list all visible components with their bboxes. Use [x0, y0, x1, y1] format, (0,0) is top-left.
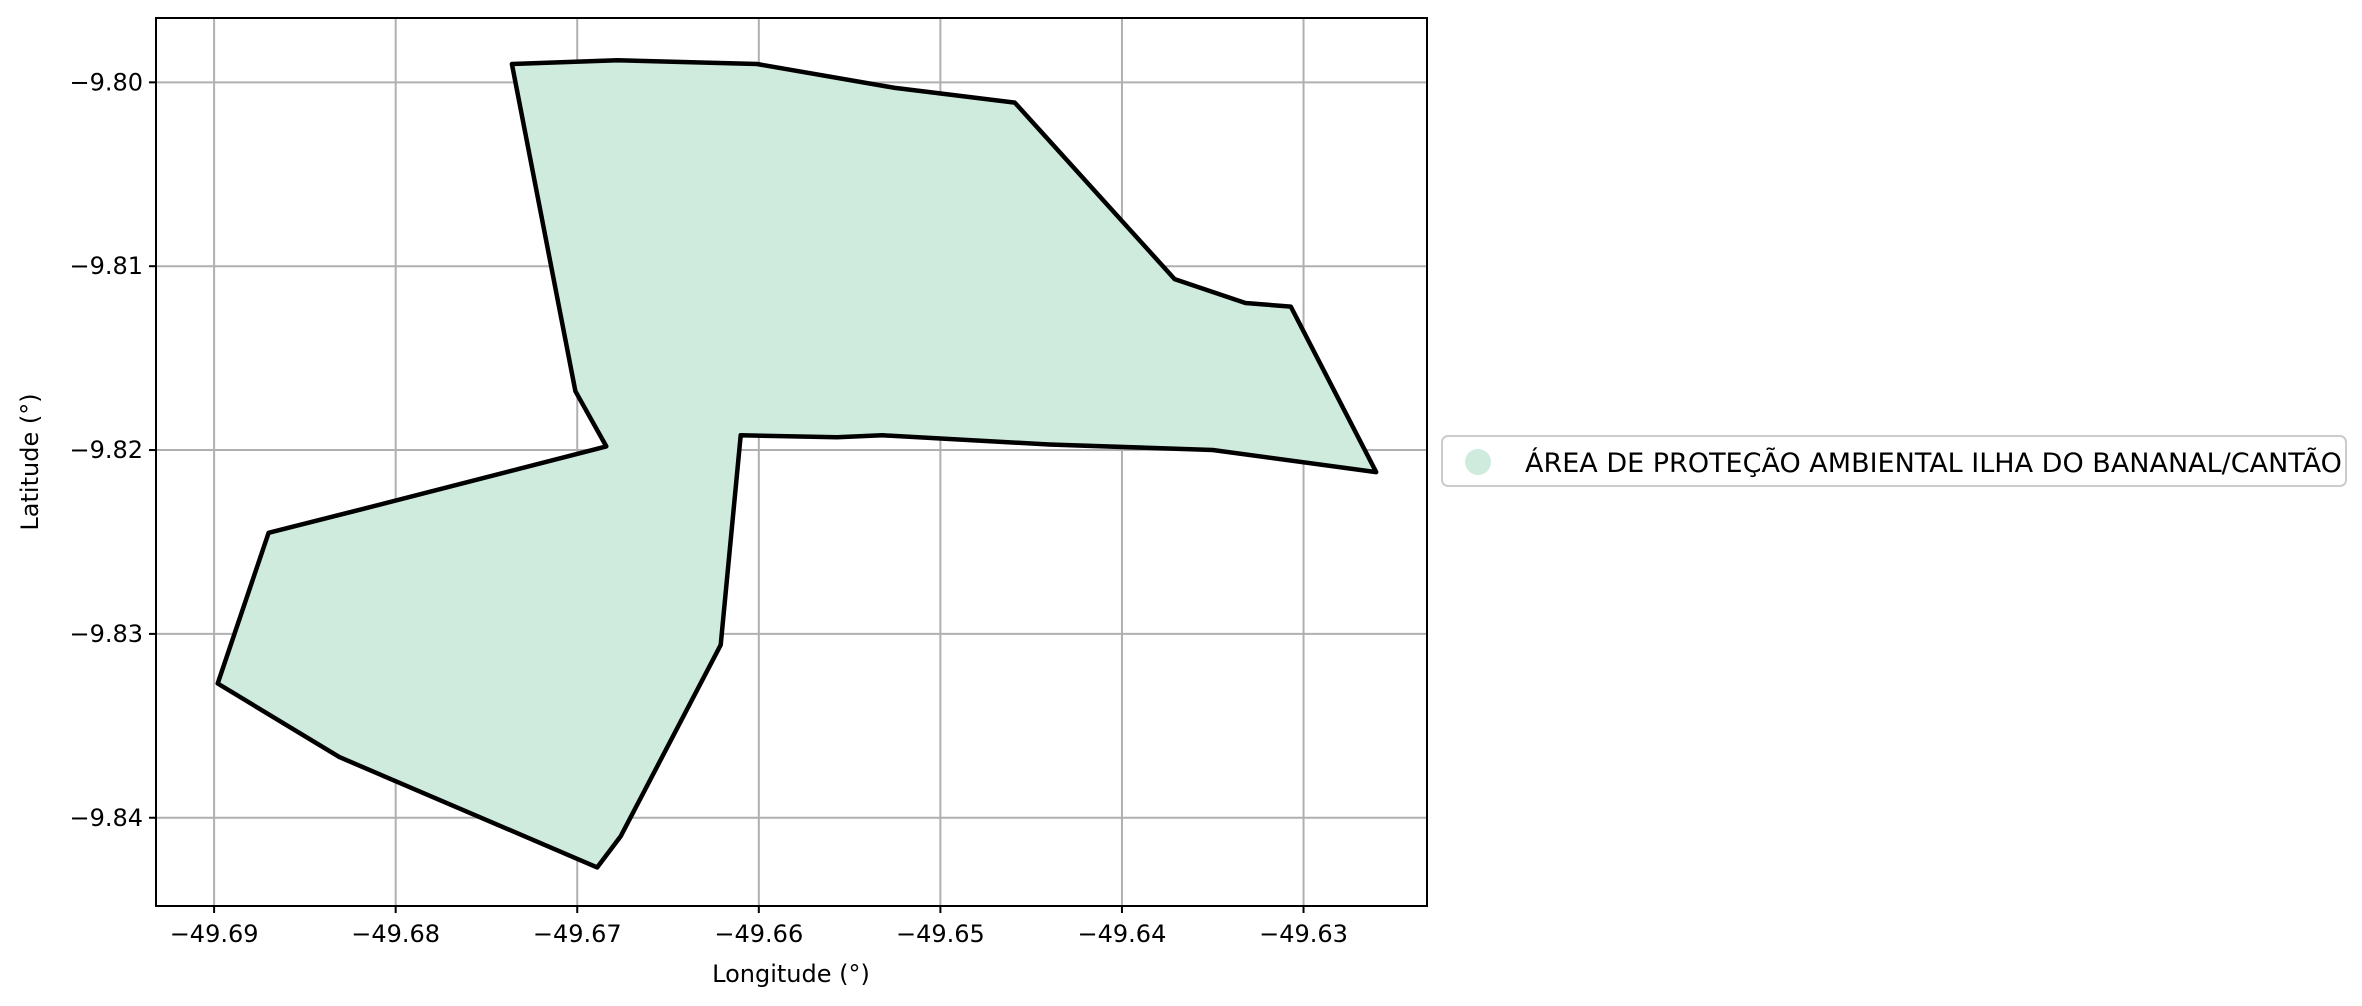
legend-box: [1441, 435, 2347, 487]
x-ticks: −49.69 −49.68 −49.67 −49.66 −49.65 −49.64 −49.…: [170, 906, 1348, 948]
x-tick-label: −49.64: [1078, 920, 1167, 948]
x-tick-label: −49.68: [351, 920, 440, 948]
plot-frame: [155, 17, 1428, 907]
y-ticks: −9.80 −9.81 −9.82 −9.83 −9.84: [69, 68, 156, 832]
legend-marker: [1465, 449, 1491, 475]
y-tick-label: −9.82: [69, 436, 143, 464]
polygon-layer: [215, 58, 1379, 870]
y-axis-label: Latitude (°): [16, 393, 44, 530]
protected-area-polygon: [215, 58, 1379, 870]
x-tick-label: −49.65: [896, 920, 985, 948]
x-tick-label: −49.66: [714, 920, 803, 948]
x-axis-label: Longitude (°): [712, 960, 870, 988]
y-tick-label: −9.81: [69, 252, 143, 280]
x-tick-label: −49.67: [533, 920, 622, 948]
y-tick-label: −9.84: [69, 804, 143, 832]
legend-label: ÁREA DE PROTEÇÃO AMBIENTAL ILHA DO BANAN…: [1525, 447, 2342, 479]
legend: ÁREA DE PROTEÇÃO AMBIENTAL ILHA DO BANAN…: [1441, 435, 2347, 487]
x-tick-label: −49.69: [170, 920, 259, 948]
y-tick-label: −9.80: [69, 68, 143, 96]
y-tick-label: −9.83: [69, 620, 143, 648]
x-tick-label: −49.63: [1259, 920, 1348, 948]
